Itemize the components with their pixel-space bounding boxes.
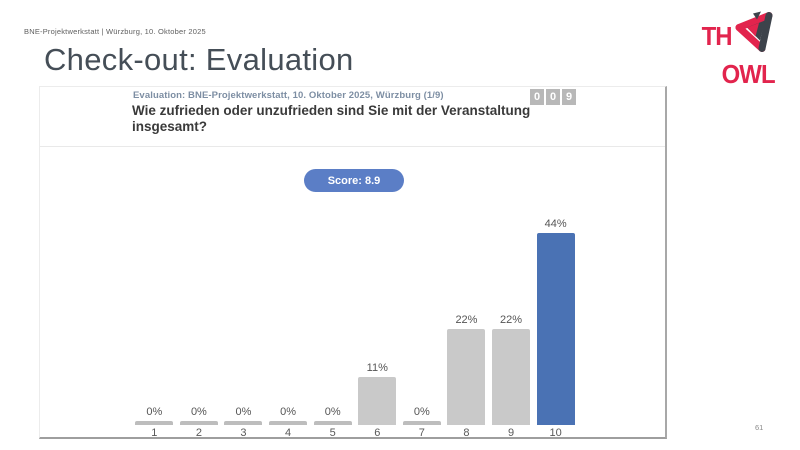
bar [358, 377, 397, 425]
page-title: Check-out: Evaluation [44, 42, 354, 77]
bar-value-label: 44% [544, 218, 567, 230]
bar-column: 0% [132, 406, 177, 425]
bar-column: 0% [177, 406, 222, 425]
survey-eval-title: Evaluation: BNE-Projektwerkstatt, 10. Ok… [133, 90, 444, 101]
bar [492, 329, 531, 425]
category-label: 5 [329, 427, 336, 439]
slide-page-number: 61 [755, 423, 764, 432]
bar-column: 0% [221, 406, 266, 425]
bar [313, 421, 352, 425]
bar-column: 0% [310, 406, 355, 425]
bar [536, 233, 575, 425]
slide-header-note: BNE-Projektwerkstatt | Würzburg, 10. Okt… [24, 27, 206, 36]
bar-value-label: 0% [280, 406, 297, 418]
category-label: 6 [374, 427, 381, 439]
category-label: 8 [463, 427, 470, 439]
bar [447, 329, 486, 425]
counter-digit: 0 [530, 89, 544, 105]
response-counter: 0 0 9 [530, 89, 576, 105]
bar-value-label: 0% [324, 406, 341, 418]
bar-column: 0% [266, 406, 311, 425]
bar-value-label: 0% [235, 406, 252, 418]
category-label: 3 [240, 427, 247, 439]
bar-column: 11% [355, 362, 400, 425]
logo-text-th: TH [701, 21, 733, 51]
category-label: 7 [418, 427, 425, 439]
bar [224, 421, 263, 425]
counter-digit: 9 [562, 89, 576, 105]
bar-column: 22% [444, 314, 489, 425]
bar-value-label: 11% [366, 362, 388, 374]
score-badge: Score: 8.9 [304, 169, 404, 192]
bar [135, 421, 174, 425]
counter-digit: 0 [546, 89, 560, 105]
bar [402, 421, 441, 425]
category-label: 9 [507, 427, 515, 439]
bar-value-label: 0% [413, 406, 430, 418]
category-label: 10 [549, 427, 562, 439]
survey-header: Evaluation: BNE-Projektwerkstatt, 10. Ok… [40, 87, 665, 147]
category-label: 1 [151, 427, 158, 439]
bar-value-label: 0% [146, 406, 163, 418]
bar-value-label: 0% [190, 406, 207, 418]
category-label: 2 [195, 427, 202, 439]
bar-column: 0% [400, 406, 445, 425]
category-label: 4 [285, 427, 292, 439]
bar-column: 22% [489, 314, 534, 425]
bar [269, 421, 308, 425]
logo-text-owl: OWL [721, 59, 776, 89]
bar-value-label: 22% [455, 314, 478, 326]
bar [179, 421, 218, 425]
bar-chart: 0% 0% 0% 0% 0% 11% 0% 22% 22% 44% [132, 205, 578, 425]
category-axis: 1 2 3 4 5 6 7 8 9 10 [132, 427, 578, 439]
logo-triangle-icon [735, 10, 775, 58]
bar-value-label: 22% [500, 314, 523, 326]
bar-column: 44% [533, 218, 578, 425]
survey-screenshot-panel: Evaluation: BNE-Projektwerkstatt, 10. Ok… [39, 86, 667, 439]
survey-question: Wie zufrieden oder unzufrieden sind Sie … [132, 103, 531, 134]
th-owl-logo: TH OWL [699, 10, 776, 89]
